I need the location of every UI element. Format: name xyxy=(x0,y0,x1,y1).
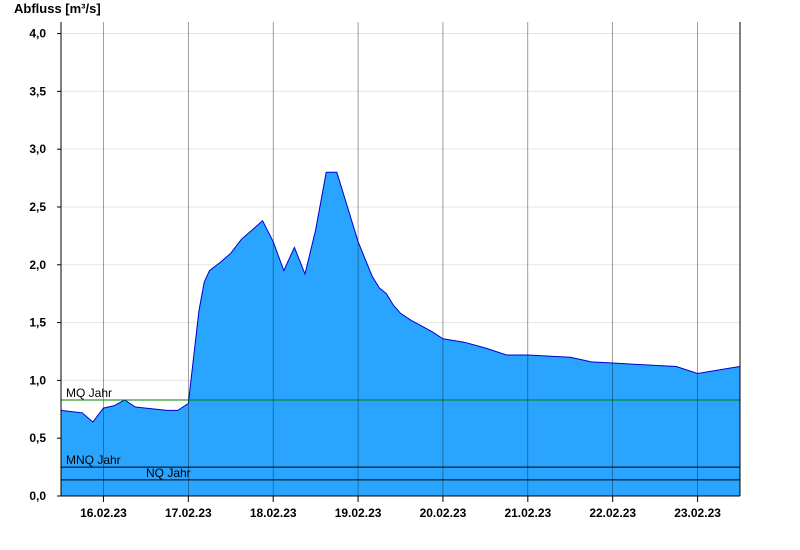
discharge-line xyxy=(60,171,741,423)
y-tick-label: 1,0 xyxy=(29,373,46,387)
y-tick-label: 1,5 xyxy=(29,316,46,330)
reference-label: MNQ Jahr xyxy=(66,453,121,467)
y-axis-title: Abfluss [m³/s] xyxy=(14,1,101,16)
y-tick-label: 2,5 xyxy=(29,200,46,214)
x-tick-label: 18.02.23 xyxy=(250,506,297,520)
x-tick-label: 21.02.23 xyxy=(504,506,551,520)
x-tick-label: 20.02.23 xyxy=(420,506,467,520)
y-tick-labels: 0,0 0,5 1,0 1,5 2,0 2,5 3,0 3,5 4,0 xyxy=(29,27,46,503)
x-tick-label: 19.02.23 xyxy=(335,506,382,520)
y-tick-label: 0,0 xyxy=(29,489,46,503)
x-tick-labels: 16.02.23 17.02.23 18.02.23 19.02.23 20.02.23… xyxy=(80,506,721,520)
reference-lines: MQ Jahr MNQ Jahr NQ Jahr xyxy=(61,386,740,481)
y-tick-label: 2,0 xyxy=(29,258,46,272)
x-tick-label: 23.02.23 xyxy=(674,506,721,520)
day-divider-lines xyxy=(103,22,698,496)
x-tick-label: 17.02.23 xyxy=(165,506,212,520)
y-tick-label: 3,0 xyxy=(29,142,46,156)
reference-label: MQ Jahr xyxy=(66,386,112,400)
y-tick-label: 0,5 xyxy=(29,431,46,445)
x-tick-label: 22.02.23 xyxy=(589,506,636,520)
discharge-area-layer xyxy=(60,171,741,497)
discharge-area xyxy=(61,172,740,497)
x-tick-label: 16.02.23 xyxy=(80,506,127,520)
axes xyxy=(57,22,741,502)
y-tick-label: 3,5 xyxy=(29,84,46,98)
y-tick-label: 4,0 xyxy=(29,27,46,41)
reference-label: NQ Jahr xyxy=(146,466,191,480)
